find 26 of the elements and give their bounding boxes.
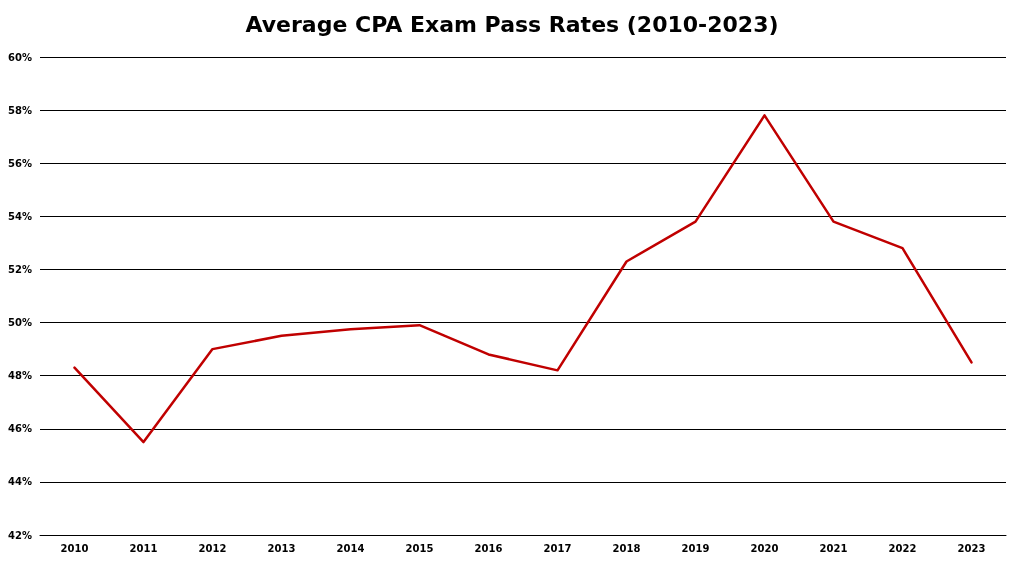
x-tick-label: 2020 [750, 542, 779, 554]
x-tick-label: 2010 [60, 542, 89, 554]
x-tick-label: 2022 [888, 542, 917, 554]
y-tick-label: 50% [8, 317, 32, 329]
x-tick-label: 2015 [405, 542, 434, 554]
x-tick-label: 2019 [681, 542, 710, 554]
line-series [73, 114, 973, 444]
chart-title: Average CPA Exam Pass Rates (2010-2023) [245, 11, 779, 37]
y-tick-label: 58% [8, 104, 32, 116]
x-tick-label: 2021 [819, 542, 848, 554]
x-tick-label: 2012 [198, 542, 227, 554]
x-tick-label: 2018 [612, 542, 641, 554]
x-tick-label: 2014 [336, 542, 365, 554]
x-tick-label: 2011 [129, 542, 158, 554]
y-tick-label: 60% [8, 51, 32, 63]
y-tick-label: 52% [8, 263, 32, 275]
x-tick-label: 2017 [543, 542, 572, 554]
y-tick-label: 44% [8, 476, 32, 488]
x-tick-label: 2013 [267, 542, 296, 554]
y-tick-label: 46% [8, 423, 32, 435]
y-tick-label: 42% [8, 529, 32, 541]
y-tick-label: 56% [8, 157, 32, 169]
x-tick-label: 2023 [957, 542, 986, 554]
x-tick-label: 2016 [474, 542, 503, 554]
y-tick-label: 54% [8, 210, 32, 222]
y-tick-label: 48% [8, 370, 32, 382]
